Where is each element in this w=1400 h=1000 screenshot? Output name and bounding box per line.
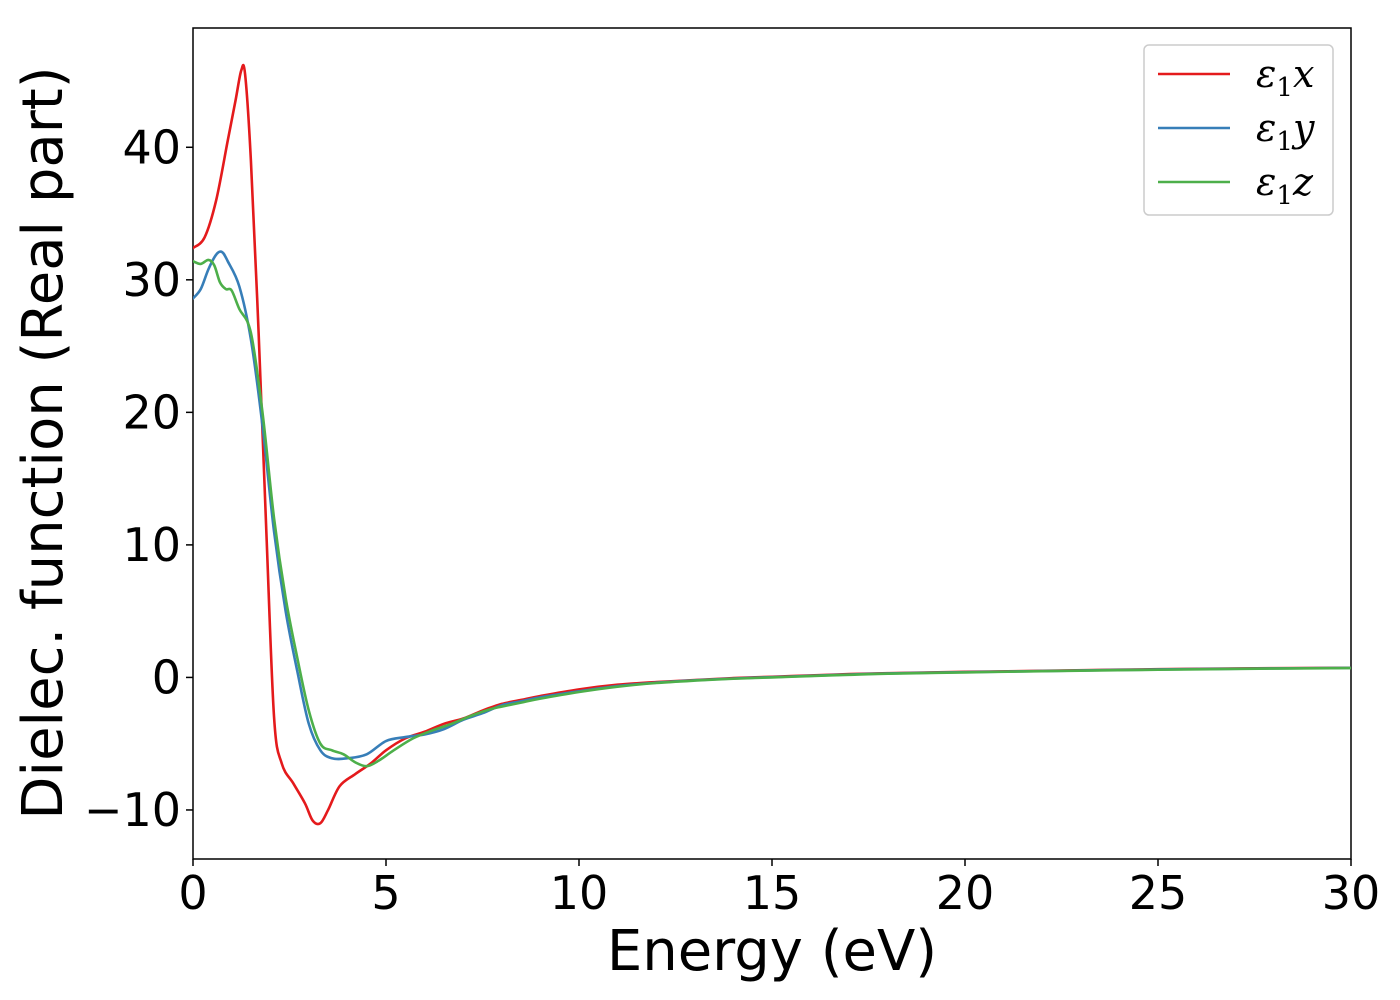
series-layer	[193, 63, 1351, 826]
legend-entry-z: ε1z	[1158, 160, 1314, 211]
legend-label: ε1z	[1256, 160, 1314, 211]
x-tick-label: 25	[1129, 866, 1188, 920]
y-tick-label: 30	[122, 253, 181, 307]
x-tick-label: 0	[178, 866, 207, 920]
legend-entry-y: ε1y	[1158, 106, 1315, 157]
x-axis-label: Energy (eV)	[607, 919, 937, 984]
y-tick-label: −10	[84, 783, 181, 837]
x-axis: 0 5 10 15 20 25 30	[178, 859, 1380, 920]
y-axis: −10 0 10 20 30 40	[84, 120, 193, 837]
y-axis-label: Dielec. function (Real part)	[11, 66, 76, 819]
legend-label: ε1x	[1256, 52, 1314, 103]
legend-label: ε1y	[1256, 106, 1315, 157]
y-tick-label: 40	[122, 120, 181, 174]
x-tick-label: 15	[743, 866, 802, 920]
x-tick-label: 5	[371, 866, 400, 920]
x-tick-label: 20	[936, 866, 995, 920]
x-tick-label: 10	[550, 866, 609, 920]
legend-entry-x: ε1x	[1158, 52, 1314, 103]
y-tick-label: 0	[152, 650, 181, 704]
series-eps1-y-line	[193, 250, 1351, 761]
y-tick-label: 10	[122, 518, 181, 572]
legend-box	[1143, 44, 1334, 216]
series-eps1-z-line	[193, 258, 1351, 768]
x-tick-label: 30	[1322, 866, 1381, 920]
y-tick-label: 20	[122, 385, 181, 439]
